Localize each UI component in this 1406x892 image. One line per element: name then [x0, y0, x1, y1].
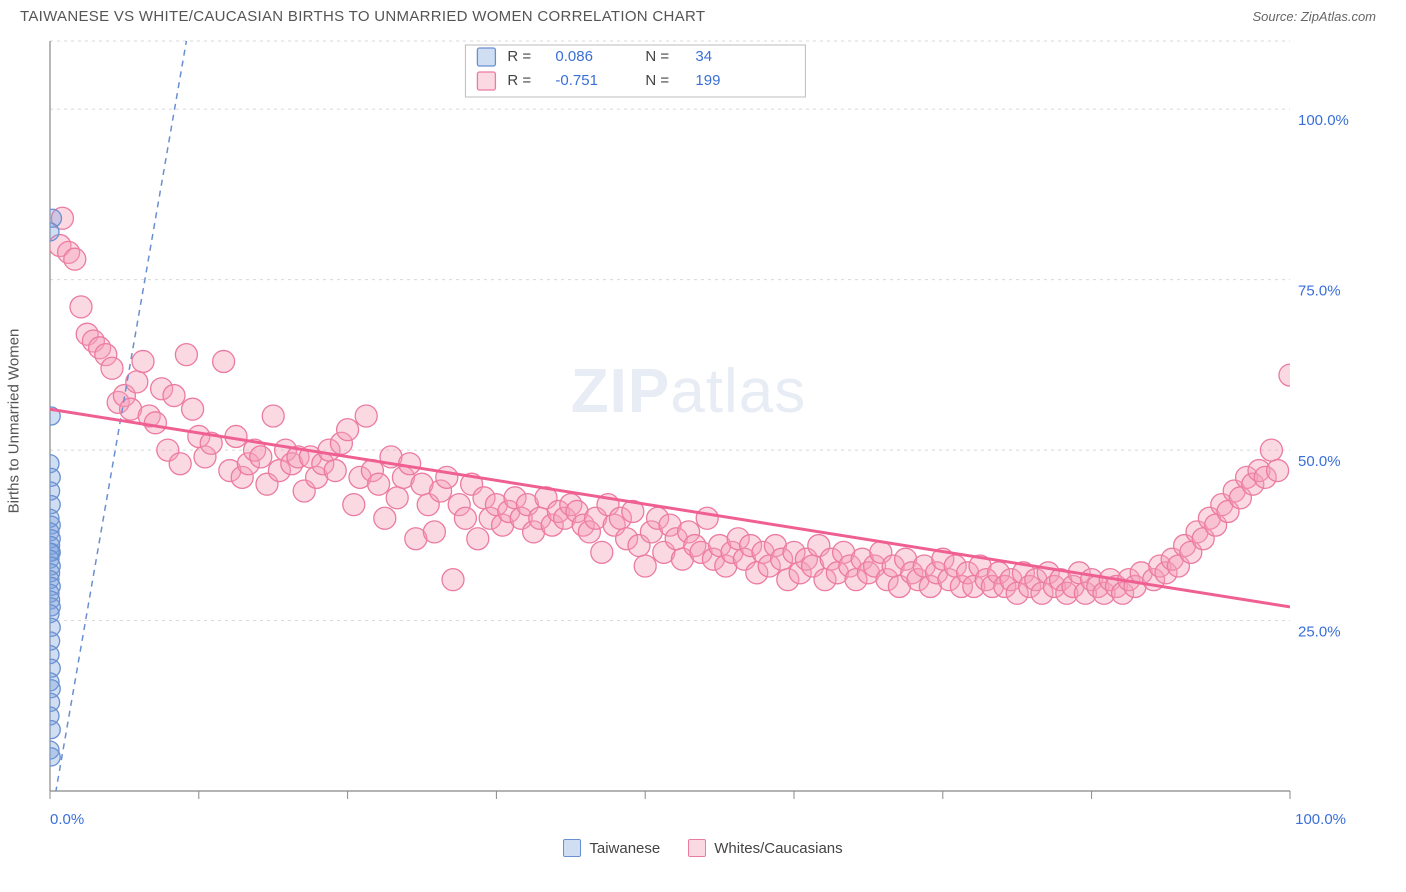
scatter-point — [324, 460, 346, 482]
legend-item: Whites/Caucasians — [688, 839, 842, 857]
legend-swatch — [477, 72, 495, 90]
x-axis-min-label: 0.0% — [50, 811, 84, 828]
scatter-point — [368, 473, 390, 495]
svg-text:N =: N = — [645, 72, 669, 89]
trend-line-b — [50, 409, 1290, 607]
scatter-point — [101, 357, 123, 379]
header-row: TAIWANESE VS WHITE/CAUCASIAN BIRTHS TO U… — [0, 0, 1406, 31]
scatter-point — [163, 385, 185, 407]
legend-swatch — [563, 839, 581, 857]
scatter-point — [696, 507, 718, 529]
scatter-point — [591, 541, 613, 563]
svg-text:199: 199 — [695, 72, 720, 89]
scatter-point — [386, 487, 408, 509]
scatter-point — [1267, 460, 1289, 482]
x-axis-labels: 0.0% 100.0% — [20, 811, 1386, 833]
scatter-point — [250, 446, 272, 468]
scatter-point — [442, 569, 464, 591]
y-axis-label: Births to Unmarried Women — [6, 329, 23, 514]
y-gridline-label: 75.0% — [1298, 283, 1341, 300]
scatter-point — [262, 405, 284, 427]
scatter-point — [42, 748, 60, 766]
svg-text:-0.751: -0.751 — [555, 72, 598, 89]
scatter-point — [213, 350, 235, 372]
svg-text:N =: N = — [645, 48, 669, 65]
scatter-point — [175, 344, 197, 366]
x-axis-max-label: 100.0% — [1295, 811, 1346, 828]
scatter-point — [454, 507, 476, 529]
scatter-point — [132, 350, 154, 372]
scatter-point — [169, 453, 191, 475]
legend-box-top: R = 0.086 N = 34 R = -0.751 N = 199 — [465, 45, 805, 97]
scatter-point — [436, 466, 458, 488]
legend-item: Taiwanese — [563, 839, 660, 857]
scatter-point — [374, 507, 396, 529]
y-gridline-label: 25.0% — [1298, 624, 1341, 641]
legend-label: Whites/Caucasians — [714, 840, 842, 857]
legend-swatch — [688, 839, 706, 857]
chart-title: TAIWANESE VS WHITE/CAUCASIAN BIRTHS TO U… — [20, 8, 705, 25]
scatter-point — [1260, 439, 1282, 461]
scatter-point — [634, 555, 656, 577]
y-gridline-label: 100.0% — [1298, 112, 1349, 129]
scatter-point — [355, 405, 377, 427]
scatter-plot: 25.0% 50.0% 75.0% 100.0% R = 0.086 N = 34 R = -0.… — [20, 31, 1350, 811]
scatter-point — [343, 494, 365, 516]
scatter-point — [182, 398, 204, 420]
scatter-point — [1279, 364, 1301, 386]
scatter-point — [70, 296, 92, 318]
scatter-point — [42, 721, 60, 739]
scatter-point — [423, 521, 445, 543]
scatter-point — [337, 419, 359, 441]
svg-text:0.086: 0.086 — [555, 48, 593, 65]
svg-text:R =: R = — [507, 72, 531, 89]
y-gridline-label: 50.0% — [1298, 453, 1341, 470]
bottom-legend: Taiwanese Whites/Caucasians — [0, 833, 1406, 863]
source-label: Source: ZipAtlas.com — [1252, 9, 1376, 24]
svg-text:R =: R = — [507, 48, 531, 65]
legend-label: Taiwanese — [589, 840, 660, 857]
scatter-point — [144, 412, 166, 434]
scatter-point — [126, 371, 148, 393]
svg-text:34: 34 — [695, 48, 712, 65]
scatter-point — [41, 223, 59, 241]
plot-area: Births to Unmarried Women 25.0%50.0%75.0… — [20, 31, 1386, 811]
scatter-point — [467, 528, 489, 550]
legend-swatch — [477, 48, 495, 66]
scatter-point — [399, 453, 421, 475]
scatter-point — [64, 248, 86, 270]
